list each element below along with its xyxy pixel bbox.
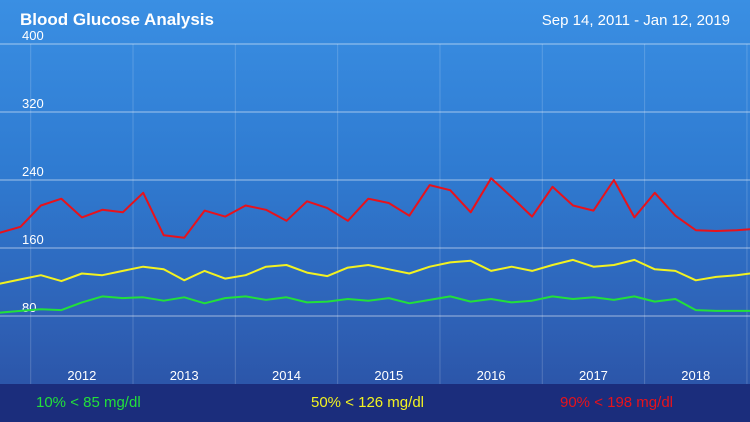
legend-10-percentile: 10% < 85 mg/dl	[36, 394, 141, 411]
x-tick-label: 2018	[681, 368, 710, 383]
series-lines	[0, 177, 750, 314]
date-range[interactable]: Sep 14, 2011 - Jan 12, 2019	[541, 11, 730, 29]
x-tick-label: 2016	[477, 368, 506, 383]
y-tick-label: 160	[22, 232, 44, 247]
legend-50-percentile: 50% < 126 mg/dl	[311, 394, 424, 411]
legend-bar: 10% < 85 mg/dl 50% < 126 mg/dl 90% < 198…	[0, 384, 750, 422]
y-tick-label: 400	[22, 28, 44, 43]
x-tick-label: 2014	[272, 368, 301, 383]
x-tick-label: 2013	[170, 368, 199, 383]
y-tick-label: 240	[22, 164, 44, 179]
legend-90-percentile: 90% < 198 mg/dl	[560, 394, 673, 411]
series-line-2	[0, 177, 750, 239]
y-tick-label: 80	[22, 300, 36, 315]
series-line-0	[0, 295, 750, 314]
x-tick-label: 2017	[579, 368, 608, 383]
x-tick-label: 2012	[67, 368, 96, 383]
y-axis-ticks: 80 160 240 320 400	[22, 28, 44, 315]
page-title: Blood Glucose Analysis	[20, 10, 214, 29]
y-tick-label: 320	[22, 96, 44, 111]
header-bar: Blood Glucose Analysis Sep 14, 2011 - Ja…	[0, 0, 750, 40]
x-axis-ticks: 2012 2013 2014 2015 2016 2017 2018	[67, 368, 710, 383]
x-tick-label: 2015	[374, 368, 403, 383]
chart-grid	[0, 43, 750, 384]
series-line-1	[0, 258, 750, 285]
